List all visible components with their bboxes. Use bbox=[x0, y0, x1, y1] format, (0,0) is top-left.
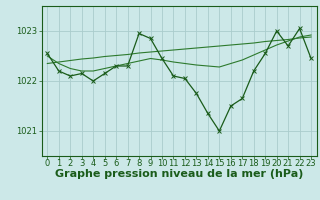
X-axis label: Graphe pression niveau de la mer (hPa): Graphe pression niveau de la mer (hPa) bbox=[55, 169, 303, 179]
